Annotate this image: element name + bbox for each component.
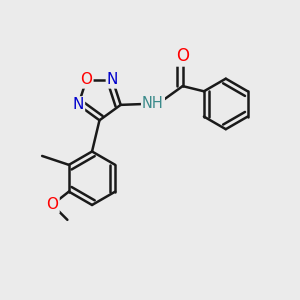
Text: N: N (73, 98, 84, 112)
Text: O: O (80, 73, 92, 88)
Text: N: N (107, 73, 118, 88)
Text: O: O (176, 47, 189, 65)
Text: NH: NH (142, 96, 164, 111)
Text: O: O (46, 197, 58, 212)
